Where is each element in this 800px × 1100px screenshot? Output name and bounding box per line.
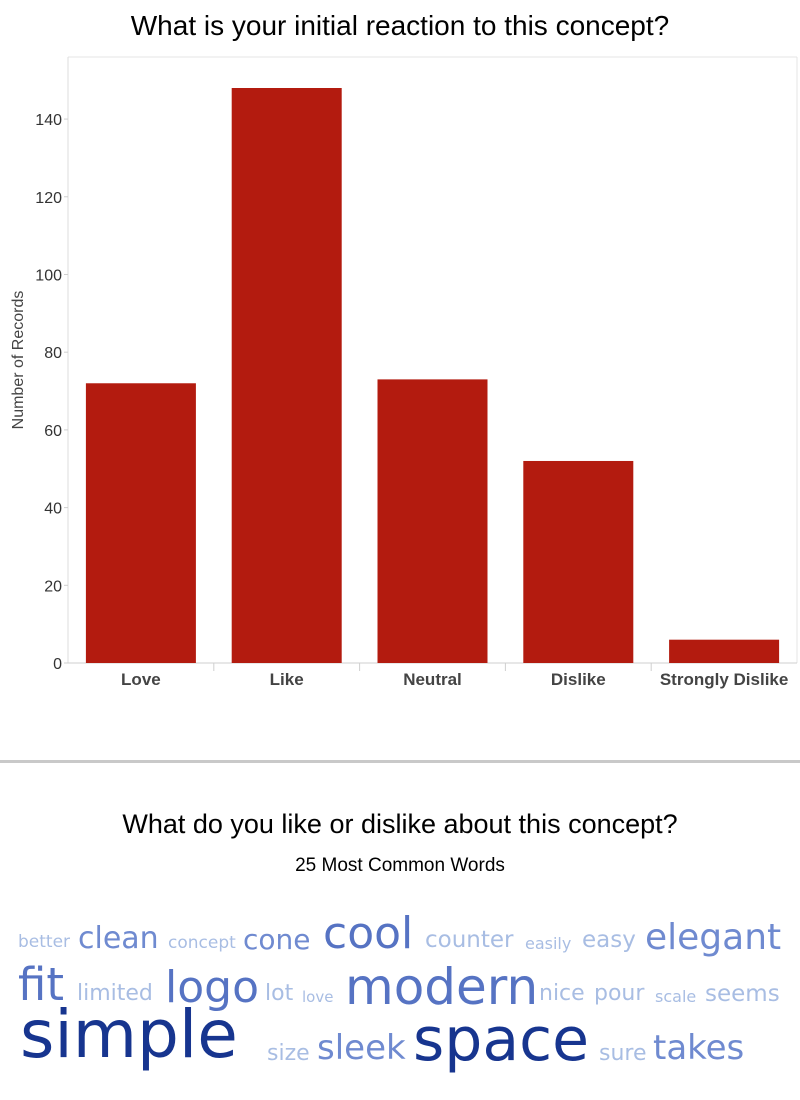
word-cloud-word: pour <box>594 981 645 1006</box>
word-cloud-word: limited <box>77 981 153 1006</box>
chart-title: What is your initial reaction to this co… <box>130 10 670 41</box>
word-cloud-word: space <box>413 1005 590 1075</box>
x-tick-label: Strongly Dislike <box>660 670 788 689</box>
section-divider <box>0 760 800 763</box>
word-cloud-word: fit <box>18 958 64 1011</box>
word-cloud-word: lot <box>265 981 294 1006</box>
x-tick-label: Love <box>121 670 161 689</box>
word-cloud-word: clean <box>78 921 159 956</box>
word-cloud-word: elegant <box>645 917 782 958</box>
x-tick-label: Dislike <box>551 670 606 689</box>
word-cloud-word: simple <box>20 996 238 1073</box>
bar-chart: 0 20 40 60 80 100 120 140 Number of Records Love L… <box>10 56 798 689</box>
y-axis-label: Number of Records <box>10 291 27 430</box>
word-cloud-word: cone <box>243 923 311 956</box>
word-cloud-word: modern <box>345 958 539 1016</box>
x-tick-label: Like <box>270 670 304 689</box>
y-tick-label: 20 <box>44 578 62 595</box>
y-tick-label: 100 <box>35 267 62 284</box>
word-cloud-word: scale <box>655 987 697 1006</box>
bar <box>523 460 634 663</box>
word-cloud-word: logo <box>165 962 259 1013</box>
word-cloud-word: size <box>267 1041 310 1066</box>
y-tick-label: 140 <box>35 112 62 129</box>
word-cloud-title: What do you like or dislike about this c… <box>122 809 678 839</box>
word-cloud-word: nice <box>539 981 585 1006</box>
bar <box>85 383 196 663</box>
bar <box>669 639 780 663</box>
bar <box>231 88 342 663</box>
word-cloud-subtitle: 25 Most Common Words <box>295 855 505 876</box>
y-tick-label: 40 <box>44 501 62 518</box>
word-cloud-word: easy <box>582 927 636 953</box>
word-cloud-word: takes <box>653 1028 745 1068</box>
y-tick-label: 60 <box>44 423 62 440</box>
word-cloud-word: concept <box>168 933 236 953</box>
word-cloud-word: seems <box>705 981 780 1007</box>
bar <box>377 379 488 663</box>
word-cloud-word: easily <box>525 934 572 953</box>
word-cloud-word: cool <box>323 908 414 959</box>
word-cloud-word: sleek <box>317 1028 406 1068</box>
word-cloud-word: counter <box>425 927 514 953</box>
word-cloud-word: love <box>302 988 334 1006</box>
x-tick-label: Neutral <box>403 670 462 689</box>
word-cloud-word: sure <box>599 1041 647 1066</box>
y-tick-label: 80 <box>44 345 62 362</box>
y-tick-label: 120 <box>35 190 62 207</box>
y-tick-label: 0 <box>53 656 62 673</box>
word-cloud-word: better <box>18 932 71 952</box>
